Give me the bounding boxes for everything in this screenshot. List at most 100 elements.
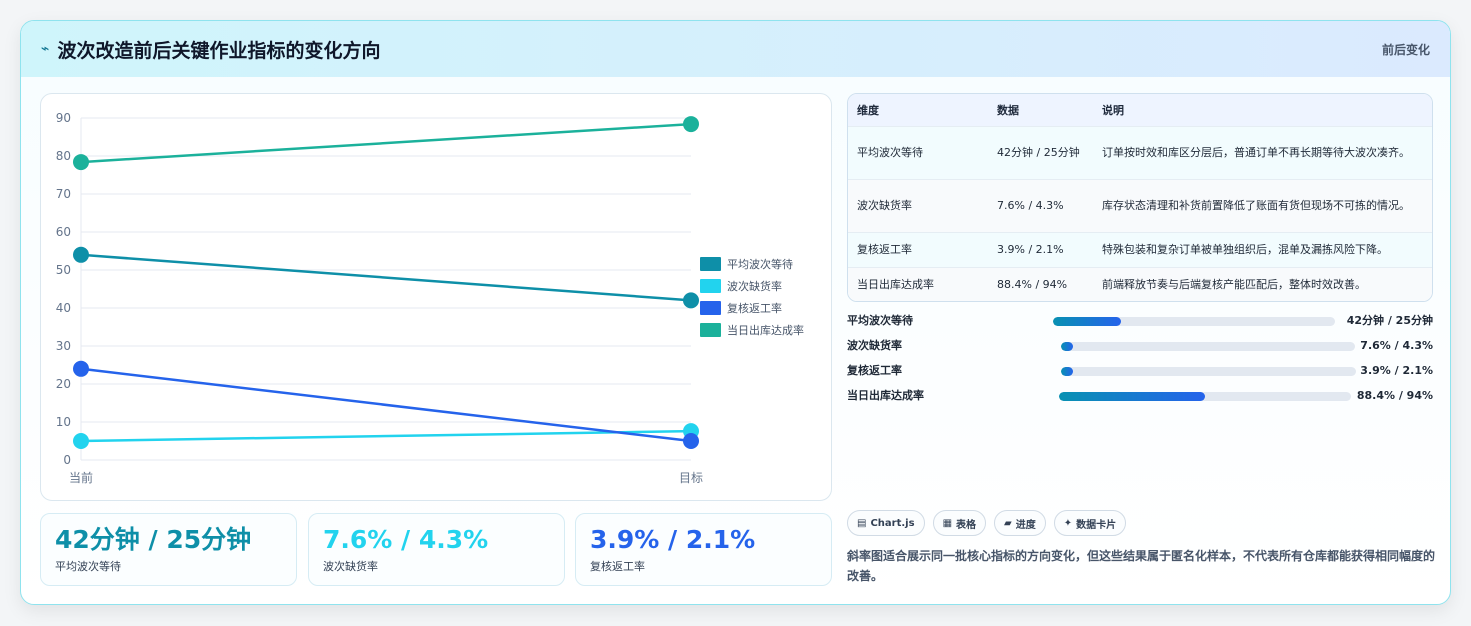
column-header: 数据 xyxy=(988,94,1093,126)
legend-swatch xyxy=(700,279,721,293)
table-cell: 88.4% / 94% xyxy=(988,266,1093,301)
chart-icon: ▤ xyxy=(857,517,867,529)
table-cell: 7.6% / 4.3% xyxy=(988,178,1093,232)
progress-value: 7.6% / 4.3% xyxy=(1360,339,1433,352)
data-point xyxy=(683,292,699,309)
table-cell: 前端释放节奏与后端复核产能匹配后，整体时效改善。 xyxy=(1093,266,1432,301)
page-title: 波次改造前后关键作业指标的变化方向 xyxy=(57,39,381,62)
chip-progress[interactable]: ▰ 进度 xyxy=(994,510,1046,536)
tech-chips: ▤ Chart.js ▦ 表格 ▰ 进度 ✦ 数据卡片 xyxy=(847,510,1127,536)
table-cell: 平均波次等待 xyxy=(848,125,988,179)
header-tag: 前后变化 xyxy=(1381,42,1430,57)
progress-row-rework: 复核返工率 3.9% / 2.1% xyxy=(847,363,1433,388)
progress-value: 88.4% / 94% xyxy=(1356,389,1433,402)
legend-label: 波次缺货率 xyxy=(727,279,782,293)
chip-chartjs[interactable]: ▤ Chart.js xyxy=(847,510,925,536)
progress-label: 波次缺货率 xyxy=(847,339,902,352)
progress-row-wait: 平均波次等待 42分钟 / 25分钟 xyxy=(847,313,1433,338)
table-row: 当日出库达成率 88.4% / 94% 前端释放节奏与后端复核产能匹配后，整体时… xyxy=(848,266,1432,301)
legend-label: 平均波次等待 xyxy=(727,257,793,271)
series-line xyxy=(80,367,692,443)
data-point xyxy=(73,246,89,263)
table-cell: 特殊包装和复杂订单被单独组织后，混单及漏拣风险下降。 xyxy=(1093,231,1432,267)
progress-fill xyxy=(1061,367,1073,376)
table-cell: 复核返工率 xyxy=(848,231,988,267)
sparkle-icon: ✦ xyxy=(1063,517,1073,529)
chip-label: 表格 xyxy=(956,519,977,531)
progress-fill xyxy=(1061,342,1073,351)
table-row: 复核返工率 3.9% / 2.1% 特殊包装和复杂订单被单独组织后，混单及漏拣风… xyxy=(848,231,1432,267)
stat-value: 3.9% / 2.1% xyxy=(590,525,756,554)
data-point xyxy=(683,433,699,449)
chip-table[interactable]: ▦ 表格 xyxy=(932,510,987,536)
x-tick-label: 目标 xyxy=(679,471,703,485)
card-header: ⌁ 波次改造前后关键作业指标的变化方向 前后变化 xyxy=(21,21,1450,77)
table-cell: 3.9% / 2.1% xyxy=(988,231,1093,267)
progress-fill xyxy=(1053,317,1121,326)
table-icon: ▦ xyxy=(942,517,953,529)
progress-list: 平均波次等待 42分钟 / 25分钟 波次缺货率 7.6% / 4.3% 复核返… xyxy=(847,313,1433,413)
y-tick-label: 80 xyxy=(56,149,71,163)
stat-card-stockout: 7.6% / 4.3% 波次缺货率 xyxy=(308,513,565,586)
series-line xyxy=(80,122,692,164)
legend-swatch xyxy=(700,323,721,337)
y-tick-label: 20 xyxy=(56,377,71,391)
y-tick-label: 90 xyxy=(56,111,71,125)
y-tick-label: 50 xyxy=(56,263,71,277)
progress-value: 42分钟 / 25分钟 xyxy=(1346,314,1433,327)
legend-swatch xyxy=(700,257,721,271)
stat-label: 波次缺货率 xyxy=(323,560,378,573)
data-point xyxy=(73,433,89,449)
column-header: 说明 xyxy=(1093,94,1432,126)
table-cell: 波次缺货率 xyxy=(848,178,988,232)
progress-row-stockout: 波次缺货率 7.6% / 4.3% xyxy=(847,338,1433,363)
x-tick-label: 当前 xyxy=(69,470,93,485)
legend-label: 复核返工率 xyxy=(727,301,782,315)
legend-label: 当日出库达成率 xyxy=(727,323,804,337)
stat-value: 7.6% / 4.3% xyxy=(323,525,489,554)
series-line xyxy=(80,429,692,443)
table-row: 平均波次等待 42分钟 / 25分钟 订单按时效和库区分层后，普通订单不再长期等… xyxy=(848,125,1432,179)
data-table: 维度 数据 说明 平均波次等待 42分钟 / 25分钟 订单按时效和库区分层后，… xyxy=(847,93,1433,302)
progress-track xyxy=(1061,342,1355,351)
data-point xyxy=(683,116,699,133)
trend-icon: ⌁ xyxy=(41,41,50,57)
y-tick-label: 0 xyxy=(63,453,71,467)
column-header: 维度 xyxy=(848,94,988,126)
progress-track xyxy=(1059,392,1351,401)
progress-label: 复核返工率 xyxy=(847,364,902,377)
y-tick-label: 60 xyxy=(56,225,71,239)
table-header-row: 维度 数据 说明 xyxy=(848,94,1432,126)
slope-chart: 0 10 20 30 40 50 60 70 80 90 当前 目标 平均波次等待 波次缺货率 复核返工率当… xyxy=(40,93,832,501)
stat-card-wait: 42分钟 / 25分钟 平均波次等待 xyxy=(40,513,297,586)
y-tick-label: 30 xyxy=(56,339,71,353)
progress-track xyxy=(1053,317,1335,326)
chip-label: 进度 xyxy=(1015,519,1036,531)
progress-label: 当日出库达成率 xyxy=(847,389,924,402)
legend-swatch xyxy=(700,301,721,315)
stat-label: 平均波次等待 xyxy=(55,560,121,573)
progress-row-ontime: 当日出库达成率 88.4% / 94% xyxy=(847,388,1433,413)
table-cell: 库存状态清理和补货前置降低了账面有货但现场不可拣的情况。 xyxy=(1093,178,1432,232)
table-cell: 当日出库达成率 xyxy=(848,266,988,301)
table-cell: 42分钟 / 25分钟 xyxy=(988,125,1093,179)
y-tick-label: 70 xyxy=(56,187,71,201)
progress-fill xyxy=(1059,392,1205,401)
progress-track xyxy=(1061,367,1356,376)
y-tick-label: 10 xyxy=(56,415,71,429)
data-point xyxy=(73,360,89,377)
stat-card-rework: 3.9% / 2.1% 复核返工率 xyxy=(575,513,832,586)
series-line xyxy=(80,253,692,302)
footnote: 斜率图适合展示同一批核心指标的方向变化，但这些结果属于匿名化样本，不代表所有仓库… xyxy=(847,549,1436,583)
chip-label: Chart.js xyxy=(870,517,915,529)
chart-canvas: 0 10 20 30 40 50 60 70 80 90 当前 目标 平均波次等待波次缺货率复核返工率当… xyxy=(56,111,804,485)
table-cell: 订单按时效和库区分层后，普通订单不再长期等待大波次凑齐。 xyxy=(1093,125,1432,179)
stat-label: 复核返工率 xyxy=(590,560,645,573)
stat-value: 42分钟 / 25分钟 xyxy=(55,525,252,554)
table-row: 波次缺货率 7.6% / 4.3% 库存状态清理和补货前置降低了账面有货但现场不… xyxy=(848,178,1432,232)
progress-label: 平均波次等待 xyxy=(847,314,913,327)
chip-label: 数据卡片 xyxy=(1076,519,1117,531)
chip-data-card[interactable]: ✦ 数据卡片 xyxy=(1053,510,1127,536)
progress-value: 3.9% / 2.1% xyxy=(1360,364,1433,377)
dashboard-card: ⌁ 波次改造前后关键作业指标的变化方向 前后变化 0 10 20 30 40 50 60 70… xyxy=(20,20,1451,605)
